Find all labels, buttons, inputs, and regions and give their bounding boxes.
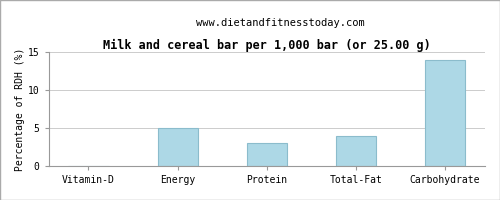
- Y-axis label: Percentage of RDH (%): Percentage of RDH (%): [15, 47, 25, 171]
- Text: www.dietandfitnesstoday.com: www.dietandfitnesstoday.com: [196, 18, 364, 28]
- Bar: [425, 60, 465, 166]
- Bar: [158, 128, 198, 166]
- Bar: [246, 143, 287, 166]
- Title: Milk and cereal bar per 1,000 bar (or 25.00 g): Milk and cereal bar per 1,000 bar (or 25…: [103, 39, 430, 52]
- Bar: [336, 136, 376, 166]
